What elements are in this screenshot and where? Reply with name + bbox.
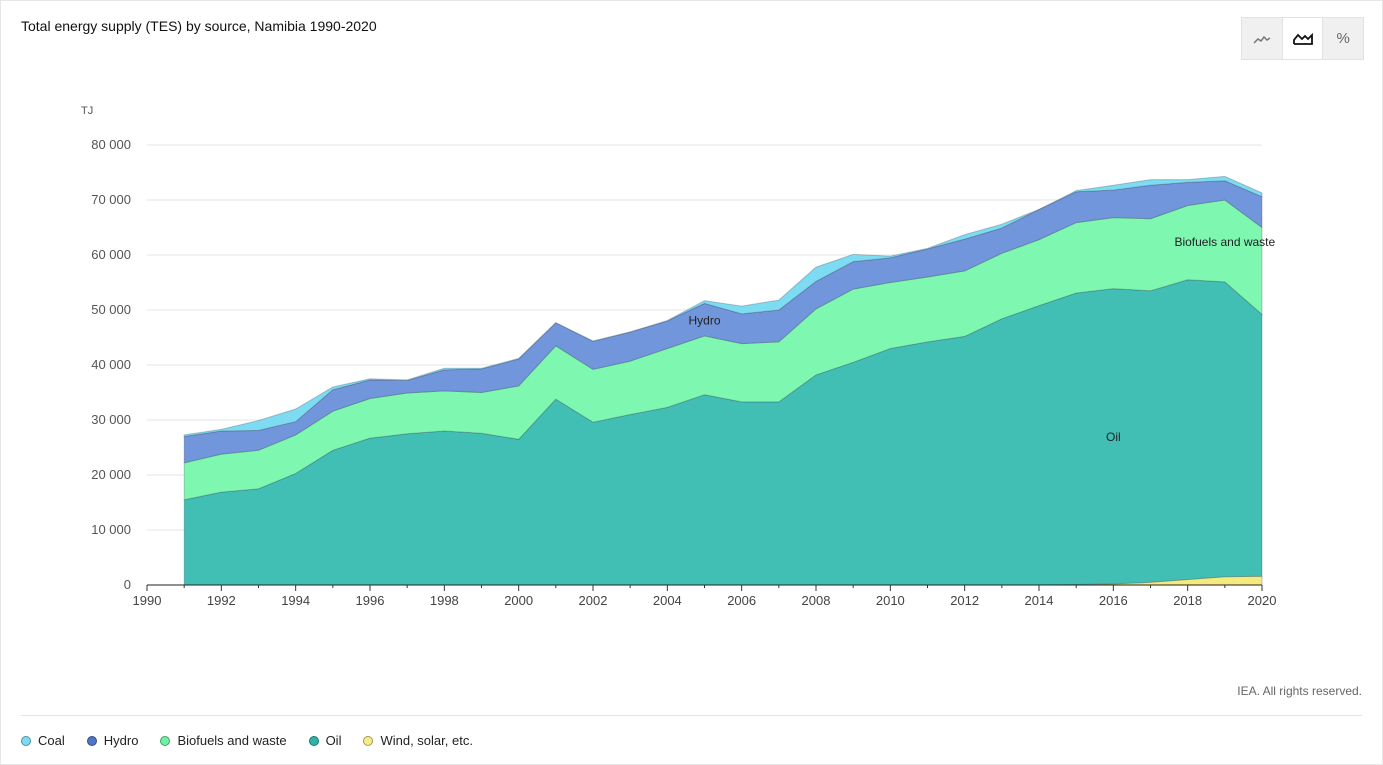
y-tick-label: 30 000 xyxy=(91,412,131,427)
legend-dot xyxy=(308,735,319,746)
y-tick-label: 0 xyxy=(124,577,131,592)
legend-dot xyxy=(21,735,31,746)
x-tick-label: 2016 xyxy=(1099,593,1128,608)
y-tick-label: 40 000 xyxy=(91,357,131,372)
x-tick-label: 1990 xyxy=(133,593,162,608)
line-chart-icon xyxy=(1253,35,1271,44)
x-tick-label: 2020 xyxy=(1248,593,1277,608)
axes: 0 10 000 20 000 30 000 40 000 50 000 60 000 70 … xyxy=(81,105,1276,608)
copyright-notice: IEA. All rights reserved. xyxy=(1237,684,1362,698)
x-tick-label: 2006 xyxy=(727,593,756,608)
x-tick-label: 2008 xyxy=(802,593,831,608)
x-tick-label: 1996 xyxy=(356,593,385,608)
legend-label: Oil xyxy=(325,733,342,748)
legend-dot xyxy=(160,735,171,746)
x-tick-label: 1992 xyxy=(207,593,236,608)
legend-item-oil[interactable]: Oil xyxy=(308,733,342,748)
y-tick-label: 20 000 xyxy=(91,467,131,482)
x-tick-label: 2018 xyxy=(1173,593,1202,608)
x-tick-label: 2000 xyxy=(504,593,533,608)
area-annotations: Hydro Biofuels and waste Oil xyxy=(688,235,1275,444)
area-label: Hydro xyxy=(688,314,720,328)
area-coal xyxy=(183,175,1263,438)
legend-item-biofuels[interactable]: Biofuels and waste xyxy=(160,733,287,748)
percent-icon: % xyxy=(1336,30,1350,47)
legend-dot xyxy=(86,735,97,746)
legend-label: Wind, solar, etc. xyxy=(380,733,473,748)
line-chart-button[interactable] xyxy=(1242,18,1282,59)
x-tick-label: 1994 xyxy=(281,593,310,608)
chart-type-toggle: % xyxy=(1241,17,1364,60)
chart-title: Total energy supply (TES) by source, Nam… xyxy=(21,18,377,34)
percent-button[interactable]: % xyxy=(1322,18,1363,59)
x-tick-label: 2004 xyxy=(653,593,682,608)
legend-item-hydro[interactable]: Hydro xyxy=(86,733,139,748)
y-axis-unit: TJ xyxy=(81,105,93,117)
legend-label: Coal xyxy=(38,733,65,748)
y-tick-label: 80 000 xyxy=(91,137,131,152)
y-tick-label: 70 000 xyxy=(91,192,131,207)
y-tick-label: 60 000 xyxy=(91,247,131,262)
legend-item-wind-solar[interactable]: Wind, solar, etc. xyxy=(363,733,473,748)
x-tick-label: 2014 xyxy=(1025,593,1054,608)
legend-label: Hydro xyxy=(103,733,139,748)
area-chart-icon xyxy=(1292,32,1313,45)
x-tick-label: 2010 xyxy=(876,593,905,608)
legend: Coal Hydro Biofuels and waste Oil Wind, … xyxy=(21,733,495,748)
legend-dot xyxy=(363,735,374,746)
legend-divider xyxy=(21,715,1362,716)
area-chart: 0 10 000 20 000 30 000 40 000 50 000 60 000 70 … xyxy=(81,105,1276,608)
x-tick-label: 2012 xyxy=(950,593,979,608)
y-tick-label: 50 000 xyxy=(91,302,131,317)
legend-label: Biofuels and waste xyxy=(177,733,287,748)
area-label: Oil xyxy=(1106,430,1121,444)
legend-item-coal[interactable]: Coal xyxy=(21,733,65,748)
x-tick-label: 2002 xyxy=(579,593,608,608)
chart-areas xyxy=(183,175,1263,586)
x-tick-label: 1998 xyxy=(430,593,459,608)
area-label: Biofuels and waste xyxy=(1174,235,1275,249)
area-chart-button[interactable] xyxy=(1281,18,1323,59)
y-tick-label: 10 000 xyxy=(91,522,131,537)
